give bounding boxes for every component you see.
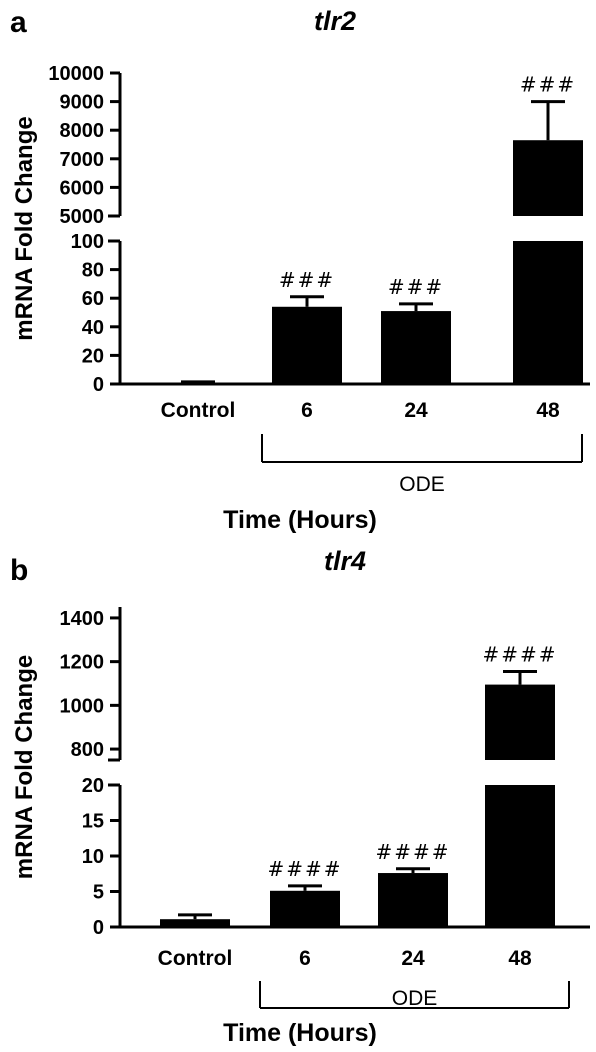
y-tick-label: 20 [82,345,104,367]
y-tick-label: 40 [82,317,104,339]
x-axis-label: Time (Hours) [223,1019,377,1047]
bar [272,306,342,384]
panel-letter: a [10,6,27,39]
x-tick-label: 48 [508,947,532,970]
x-tick-label: 24 [404,399,428,422]
y-axis-label: mRNA Fold Change [11,116,38,340]
significance-label: ### [388,275,444,299]
bar [381,311,451,384]
y-axis-label: mRNA Fold Change [11,655,38,879]
y-tick-label: 20 [82,775,104,797]
panel-a: a tlr2 0 20 40 60 80 100 5000 6000 7000 8000 9000 100… [10,6,590,534]
y-tick-label: 5000 [60,206,105,228]
y-tick-label: 800 [71,739,104,761]
y-tick-label: 7000 [60,149,105,171]
bar [485,785,555,927]
y-tick-label: 1200 [60,652,105,674]
chart-title: tlr4 [324,546,366,576]
bar [513,140,583,216]
y-tick-label: 1000 [60,695,105,717]
significance-label: ### [279,268,335,292]
bar [485,684,555,760]
y-tick-label: 10 [82,846,104,868]
x-tick-label: Control [161,399,236,422]
y-tick-label: 9000 [60,92,105,114]
y-tick-label: 1400 [60,608,105,630]
group-label: ODE [392,987,438,1010]
chart-title: tlr2 [314,6,356,36]
bar [378,873,448,927]
y-tick-label: 10000 [48,63,104,85]
significance-label: ### [520,73,576,97]
x-tick-label: 24 [401,947,425,970]
significance-label: #### [267,857,342,881]
significance-label: #### [375,840,450,864]
y-tick-label: 0 [93,374,104,396]
y-tick-label: 100 [71,231,104,253]
x-axis-label: Time (Hours) [223,506,377,534]
y-tick-label: 80 [82,260,104,282]
y-tick-label: 8000 [60,120,105,142]
panel-letter: b [10,554,28,587]
bar [270,890,340,927]
bar [513,241,583,384]
significance-label: #### [482,642,557,666]
y-tick-label: 5 [93,882,104,904]
group-label: ODE [399,473,445,496]
x-tick-label: 6 [301,399,313,422]
x-tick-label: Control [158,947,233,970]
y-tick-label: 60 [82,288,104,310]
y-tick-label: 6000 [60,177,105,199]
panel-b: b tlr4 0 5 10 15 20 800 1000 1200 1400 mRNA Fold Ch… [10,546,590,1047]
y-tick-label: 15 [82,811,104,833]
y-tick-label: 0 [93,917,104,939]
bar [160,919,230,927]
x-tick-label: 48 [536,399,560,422]
x-tick-label: 6 [299,947,311,970]
